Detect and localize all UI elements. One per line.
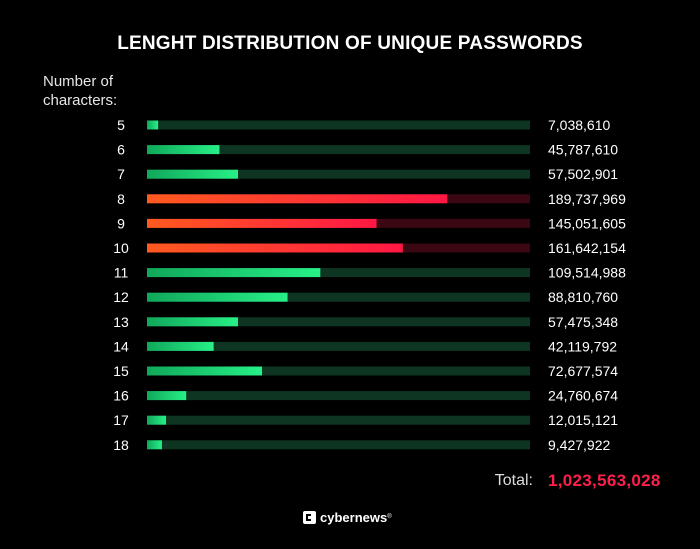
- bar-row: 17 12,015,121: [113, 412, 618, 428]
- bar-row: 16 24,760,674: [113, 388, 618, 404]
- bar: [147, 415, 167, 425]
- category-label: 15: [113, 363, 129, 379]
- bar-row: 6 45,787,610: [117, 142, 618, 158]
- bar-row: 10 161,642,154: [113, 240, 626, 256]
- bar-row: 12 88,810,760: [113, 289, 618, 305]
- bar-row: 5 7,038,610: [117, 117, 610, 133]
- bar-row: 13 57,475,348: [113, 314, 618, 330]
- bar-row: 8 189,737,969: [117, 191, 626, 207]
- category-label: 10: [113, 240, 129, 256]
- value-label: 57,475,348: [548, 314, 618, 330]
- chart-title: LENGHT DISTRIBUTION OF UNIQUE PASSWORDS: [117, 33, 583, 54]
- value-label: 109,514,988: [548, 265, 626, 281]
- bar-row: 14 42,119,792: [113, 338, 617, 354]
- category-label: 14: [113, 338, 129, 354]
- category-label: 11: [114, 265, 129, 281]
- value-label: 161,642,154: [548, 240, 626, 256]
- brand: cybernews ®: [303, 508, 392, 526]
- value-label: 9,427,922: [548, 437, 610, 453]
- bar-track: [147, 169, 530, 179]
- value-label: 145,051,605: [548, 215, 626, 231]
- value-label: 42,119,792: [548, 338, 617, 354]
- bar-track: [147, 268, 530, 278]
- category-label: 13: [113, 314, 129, 330]
- registered-mark: ®: [387, 514, 392, 520]
- category-label: 12: [113, 289, 129, 305]
- bar-row: 18 9,427,922: [113, 437, 610, 453]
- bar-track: [147, 415, 530, 425]
- bar-row: 11 109,514,988: [114, 265, 626, 281]
- bar-track: [147, 341, 530, 351]
- bar-track: [147, 366, 530, 376]
- y-axis-label-line-1: Number of: [43, 73, 114, 90]
- bar-row: 9 145,051,605: [117, 215, 626, 231]
- bar: [147, 440, 162, 450]
- bar: [147, 218, 377, 228]
- bar: [147, 120, 159, 130]
- total-label: Total:: [494, 472, 533, 489]
- brand-name: cybernews: [320, 509, 388, 525]
- category-label: 18: [113, 437, 129, 453]
- bar: [147, 243, 403, 253]
- bar-rows: 5 7,038,610 6 45,787,610 7 57,502,901 8 189,737…: [113, 117, 626, 453]
- bar: [147, 145, 220, 155]
- category-label: 5: [117, 117, 125, 133]
- value-label: 45,787,610: [548, 142, 618, 158]
- bar: [147, 317, 238, 327]
- cybernews-logo-icon: [303, 510, 316, 524]
- bar: [147, 194, 448, 204]
- bar: [147, 341, 214, 351]
- category-label: 8: [117, 191, 125, 207]
- category-label: 16: [113, 388, 129, 404]
- value-label: 12,015,121: [548, 412, 618, 428]
- bar: [147, 391, 187, 401]
- total-value: 1,023,563,028: [548, 471, 661, 490]
- bar-row: 15 72,677,574: [113, 363, 618, 379]
- value-label: 72,677,574: [548, 363, 618, 379]
- value-label: 57,502,901: [548, 166, 618, 182]
- bar: [147, 268, 321, 278]
- value-label: 189,737,969: [548, 191, 626, 207]
- category-label: 6: [117, 142, 125, 158]
- value-label: 7,038,610: [548, 117, 610, 133]
- bar-track: [147, 120, 530, 130]
- value-label: 24,760,674: [548, 388, 618, 404]
- bar-row: 7 57,502,901: [117, 166, 618, 182]
- bar-track: [147, 440, 530, 450]
- bar: [147, 292, 288, 302]
- bar: [147, 169, 239, 179]
- category-label: 9: [117, 215, 125, 231]
- bar: [147, 366, 263, 376]
- bar-track: [147, 391, 530, 401]
- value-label: 88,810,760: [548, 289, 618, 305]
- bar-track: [147, 145, 530, 155]
- category-label: 17: [113, 412, 129, 428]
- category-label: 7: [117, 166, 125, 182]
- bar-track: [147, 292, 530, 302]
- y-axis-label: Number of characters:: [43, 72, 153, 110]
- bar-track: [147, 317, 530, 327]
- y-axis-label-line-2: characters:: [43, 92, 118, 109]
